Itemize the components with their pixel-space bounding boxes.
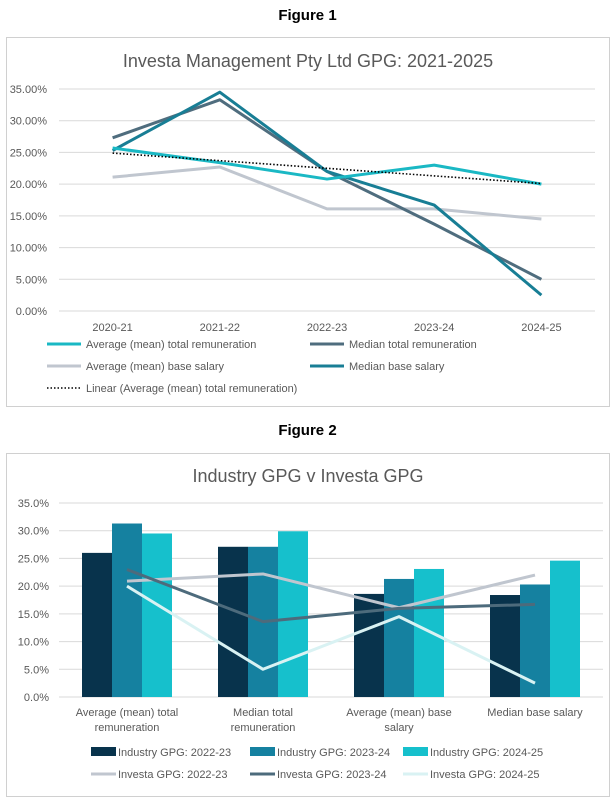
y-tick-label: 0.0% — [24, 692, 49, 704]
x-tick-label: Average (mean) base — [346, 707, 452, 719]
bar-0-3 — [490, 595, 520, 697]
x-tick-label: 2020-21 — [92, 322, 132, 334]
legend-label: Industry GPG: 2023-24 — [277, 747, 390, 759]
bar-2-1 — [278, 531, 308, 697]
bar-1-2 — [384, 578, 414, 697]
y-tick-label: 10.00% — [10, 243, 48, 255]
y-tick-label: 20.00% — [10, 179, 48, 191]
series-line-3 — [111, 90, 543, 297]
bar-0-0 — [82, 552, 112, 697]
legend-label: Median base salary — [349, 361, 445, 373]
legend-label: Average (mean) total remuneration — [86, 339, 256, 351]
y-tick-label: 10.0% — [18, 637, 49, 649]
bar-chart-industry-vs-investa: Industry GPG v Investa GPG 0.0% 5.0% 10.0% 1… — [18, 466, 603, 781]
y-tick-label: 35.00% — [10, 84, 48, 96]
legend-swatch — [250, 747, 275, 756]
chart-1-frame: Investa Management Pty Ltd GPG: 2021-202… — [6, 37, 610, 407]
series-line-1 — [112, 98, 543, 281]
x-tick-label: remuneration — [95, 722, 160, 734]
bar-1-0 — [112, 523, 142, 697]
bar-2-3 — [550, 560, 580, 697]
series-line-0 — [112, 146, 542, 186]
investa-line-1 — [126, 568, 536, 624]
x-tick-label: 2022-23 — [307, 322, 347, 334]
y-tick-label: 5.00% — [16, 274, 47, 286]
x-tick-label: Median base salary — [487, 707, 583, 719]
y-tick-label: 30.00% — [10, 116, 48, 128]
investa-line-0 — [126, 572, 536, 610]
x-tick-label: Average (mean) total — [76, 707, 179, 719]
legend-label: Industry GPG: 2024-25 — [430, 747, 543, 759]
x-tick-label: 2024-25 — [521, 322, 561, 334]
bar-2-0 — [142, 533, 172, 697]
figure-2-label: Figure 2 — [278, 422, 337, 439]
x-tick-label: remuneration — [231, 722, 296, 734]
legend-label: Investa GPG: 2023-24 — [277, 769, 386, 781]
chart-title: Industry GPG v Investa GPG — [192, 466, 423, 486]
legend-swatch — [91, 747, 116, 756]
chart-title: Investa Management Pty Ltd GPG: 2021-202… — [123, 51, 493, 71]
bar-2-2 — [414, 568, 444, 697]
y-tick-label: 30.0% — [18, 526, 49, 538]
chart-2-frame: Industry GPG v Investa GPG 0.0% 5.0% 10.0% 1… — [6, 453, 610, 797]
y-tick-label: 15.00% — [10, 211, 48, 223]
y-tick-label: 20.0% — [18, 581, 49, 593]
y-tick-label: 25.00% — [10, 147, 48, 159]
legend-label: Average (mean) base salary — [86, 361, 224, 373]
y-tick-label: 35.0% — [18, 498, 49, 510]
legend-label: Industry GPG: 2022-23 — [118, 747, 231, 759]
y-tick-label: 15.0% — [18, 609, 49, 621]
y-tick-label: 5.0% — [24, 664, 49, 676]
x-tick-label: 2021-22 — [200, 322, 240, 334]
legend-label: Linear (Average (mean) total remuneratio… — [86, 383, 297, 395]
legend-label: Investa GPG: 2022-23 — [118, 769, 227, 781]
figure-1-label: Figure 1 — [278, 7, 337, 24]
bar-1-3 — [520, 584, 550, 697]
x-tick-label: 2023-24 — [414, 322, 454, 334]
series-line-2 — [112, 165, 542, 221]
bar-0-1 — [218, 546, 248, 697]
line-chart-investa-gpg: Investa Management Pty Ltd GPG: 2021-202… — [10, 51, 595, 395]
series-line-4 — [112, 152, 542, 185]
x-tick-label: Median total — [233, 707, 293, 719]
investa-line-2 — [126, 584, 536, 685]
y-tick-label: 25.0% — [18, 553, 49, 565]
y-tick-label: 0.00% — [16, 306, 47, 318]
x-tick-label: salary — [384, 722, 414, 734]
legend-swatch — [403, 747, 428, 756]
legend-label: Investa GPG: 2024-25 — [430, 769, 539, 781]
legend-label: Median total remuneration — [349, 339, 477, 351]
